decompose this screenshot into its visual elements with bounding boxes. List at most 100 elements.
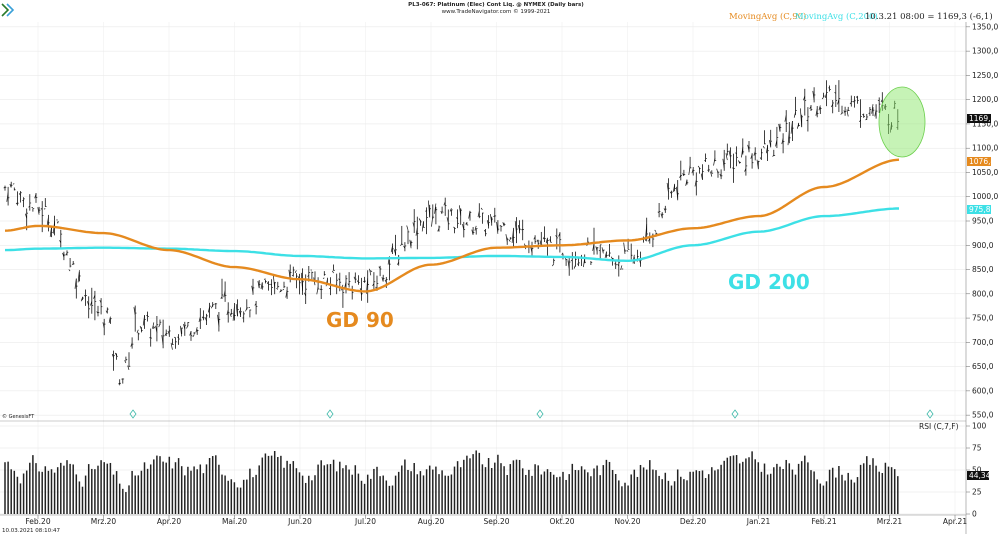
price-tick-label: 1050,0: [972, 168, 998, 177]
ohlc-bar: [31, 207, 35, 212]
ohlc-bar: [183, 321, 187, 336]
app-logo: [1, 3, 15, 17]
ohlc-bar: [195, 327, 199, 335]
ohlc-bar: [793, 96, 797, 118]
rsi-label: RSI (C,7,F): [919, 422, 959, 431]
ohlc-bar: [824, 80, 828, 107]
ohlc-bar: [353, 272, 357, 284]
ohlc-bar: [499, 225, 503, 232]
ohlc-bar: [189, 330, 193, 341]
ohlc-bar: [468, 210, 472, 221]
ohlc-bar: [821, 92, 825, 100]
ohlc-bar: [214, 303, 218, 310]
x-tick-label: Mrz.20: [91, 517, 117, 526]
rsi-y-axis: 100 75 50 25 0: [966, 422, 987, 519]
ohlc-bar: [285, 286, 289, 299]
ohlc-bar: [80, 296, 84, 302]
ohlc-bar: [573, 251, 577, 269]
last-price-tag: 1169,3: [967, 114, 995, 123]
ohlc-bar: [180, 325, 183, 337]
x-tick-label: Aug.20: [418, 517, 445, 526]
ohlc-bar: [474, 225, 478, 235]
ohlc-bar: [508, 237, 512, 242]
event-diamond-icon: [326, 409, 334, 419]
ohlc-bar: [784, 110, 788, 133]
price-tick-label: 650,0: [972, 362, 994, 371]
ohlc-bar: [12, 183, 16, 191]
ohlc-bar: [347, 272, 351, 288]
ohlc-bar: [868, 107, 872, 116]
ohlc-bar: [372, 272, 376, 290]
ohlc-bar: [74, 278, 78, 299]
svg-text:1076,4: 1076,4: [969, 157, 995, 166]
ohlc-bar: [65, 250, 69, 256]
price-tick-label: 950,0: [972, 217, 994, 226]
ohlc-bar: [161, 319, 165, 349]
ohlc-bar: [381, 274, 385, 282]
ohlc-bar: [871, 104, 875, 116]
ohlc-bar: [865, 113, 869, 121]
ohlc-bar: [682, 169, 686, 177]
ohlc-bar: [406, 225, 410, 245]
ohlc-bar: [319, 285, 323, 299]
ohlc-bar: [46, 214, 50, 232]
x-tick-label: Okt.20: [549, 517, 574, 526]
ohlc-bar: [251, 278, 255, 295]
ohlc-bar: [146, 311, 149, 322]
ohlc-bar: [809, 104, 813, 111]
price-tick-label: 1250,0: [972, 71, 998, 80]
ohlc-bar: [226, 302, 230, 323]
price-tick-label: 1350,0: [972, 22, 998, 31]
chart-title: PL3-067: Platinum (Elec) Cont Liq. @ NYM…: [408, 2, 584, 8]
ohlc-bar: [629, 243, 633, 262]
price-grid: [0, 22, 966, 515]
ohlc-bar: [558, 232, 562, 253]
ohlc-bar: [425, 207, 428, 235]
ohlc-bar: [694, 172, 698, 196]
ohlc-bar: [623, 242, 627, 255]
ohlc-bar: [806, 107, 810, 132]
ohlc-bar: [713, 150, 717, 166]
ohlc-bar: [511, 227, 515, 247]
rsi-tick-label: 25: [972, 488, 982, 497]
ohlc-bar: [490, 213, 493, 226]
x-axis: Feb.20 Mrz.20 Apr.20 Mai.20 Jun.20 Jul.20 Aug.…: [25, 515, 967, 526]
ohlc-bar: [164, 329, 168, 336]
svg-text:1169,3: 1169,3: [969, 114, 995, 123]
ohlc-bar: [691, 167, 695, 176]
ohlc-bar: [583, 254, 586, 268]
ohlc-bar: [300, 268, 304, 295]
ohlc-bar: [456, 209, 459, 229]
ma200-tag: 975,8: [967, 205, 991, 214]
ohlc-bar: [167, 325, 171, 337]
ohlc-bar: [22, 197, 25, 208]
ohlc-bar: [133, 305, 137, 332]
x-tick-label: Mrz.21: [877, 517, 903, 526]
ohlc-bar: [409, 239, 413, 249]
ohlc-bar: [595, 246, 599, 255]
ohlc-bar: [483, 228, 487, 237]
ohlc-bar: [521, 219, 524, 241]
ohlc-bar: [152, 322, 156, 329]
price-y-axis: 1350,0 1300,0 1250,0 1200,0 1150,0 1100,0 1050…: [966, 22, 998, 420]
ohlc-bar: [437, 225, 441, 232]
x-tick-label: Feb.20: [25, 517, 50, 526]
ohlc-bar: [834, 84, 838, 107]
ohlc-bar: [87, 296, 90, 319]
price-tick-label: 750,0: [972, 314, 994, 323]
x-tick-label: Jun.20: [287, 517, 312, 526]
ohlc-bar: [514, 217, 518, 244]
price-tick-label: 550,0: [972, 411, 994, 420]
ohlc-bar: [778, 123, 782, 132]
ohlc-bar: [443, 197, 447, 216]
rsi-last-tag: 44,34: [967, 471, 991, 480]
ohlc-bar: [762, 130, 766, 149]
ohlc-bar: [174, 336, 177, 349]
rsi-panel: RSI (C,7,F) 100 75 50 25 0 44,34: [0, 422, 991, 519]
ohlc-bar: [738, 160, 741, 164]
ohlc-bar: [502, 222, 506, 227]
ohlc-bar: [676, 180, 679, 201]
ohlc-bar: [192, 332, 196, 338]
ohlc-bar: [316, 277, 320, 295]
ohlc-bar: [242, 311, 245, 323]
